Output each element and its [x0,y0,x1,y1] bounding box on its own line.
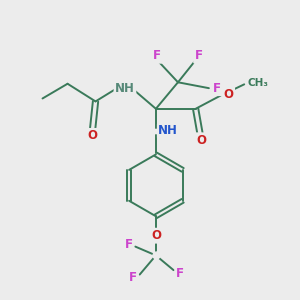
Text: O: O [88,129,98,142]
Text: NH: NH [115,82,135,95]
Text: NH: NH [158,124,178,137]
Text: O: O [196,134,206,147]
Text: F: F [153,49,161,62]
Text: CH₃: CH₃ [247,78,268,88]
Text: F: F [176,267,184,280]
Text: F: F [129,271,137,284]
Text: O: O [224,88,234,100]
Text: F: F [195,49,203,62]
Text: F: F [213,82,221,95]
Text: F: F [125,238,133,251]
Text: O: O [151,229,161,242]
